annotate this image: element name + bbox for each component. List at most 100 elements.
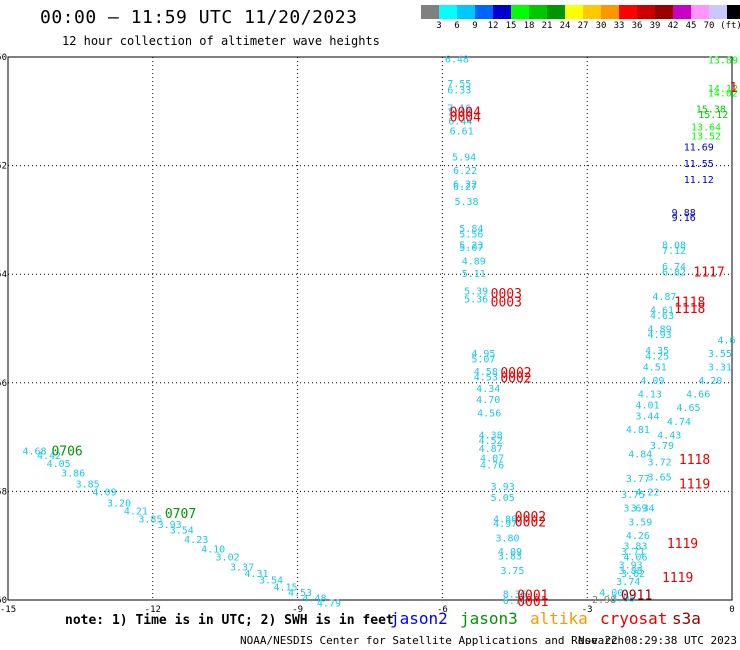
wave-height-value: 4.38 bbox=[479, 430, 503, 441]
colorbar-swatch bbox=[457, 5, 475, 19]
wave-height-value: 6.76 bbox=[503, 596, 527, 607]
colorbar-swatch bbox=[637, 5, 655, 19]
x-tick-label: -6 bbox=[437, 605, 448, 615]
wave-height-value: 4.52 bbox=[479, 436, 503, 447]
wave-height-value: 4.53 bbox=[474, 372, 498, 383]
colorbar-label: 6 bbox=[454, 21, 460, 31]
wave-height-value: 14.12 bbox=[708, 84, 738, 95]
colorbar-label: 70 bbox=[703, 21, 715, 31]
wave-height-value: 4.20 bbox=[698, 376, 722, 387]
colorbar-label: 27 bbox=[577, 21, 589, 31]
wave-height-value: 5.94 bbox=[452, 152, 476, 163]
wave-height-value: 4.31 bbox=[245, 569, 269, 580]
track-time-label: 0004 bbox=[450, 105, 481, 120]
x-tick-label: -3 bbox=[582, 605, 593, 615]
wave-height-value: 4.51 bbox=[643, 363, 667, 374]
colorbar-label: 42 bbox=[667, 21, 679, 31]
wave-height-value: 4.25 bbox=[645, 352, 669, 363]
track-time-label: 1119 bbox=[667, 537, 698, 552]
wave-height-value: 4.76 bbox=[480, 460, 504, 471]
mission-cryosat: cryosat bbox=[600, 609, 668, 628]
colorbar-swatch bbox=[727, 5, 740, 19]
wave-height-value: 5.23 bbox=[459, 240, 483, 251]
colorbar-swatch bbox=[421, 5, 439, 19]
wave-height-value: 3.80 bbox=[495, 534, 519, 545]
wave-height-value: 3.75 bbox=[621, 490, 645, 501]
track-time-label: 0706 bbox=[51, 445, 82, 460]
wave-height-value: 3.85 bbox=[76, 479, 100, 490]
wave-height-value: 6.44 bbox=[448, 117, 472, 128]
track-time-label: 1118 bbox=[674, 302, 705, 317]
wave-height-value: 4.05 bbox=[47, 459, 71, 470]
wave-height-value: 3.93 bbox=[491, 482, 515, 493]
track-time-label: 1118 bbox=[674, 295, 705, 310]
wave-height-value: 7.16 bbox=[447, 103, 471, 114]
colorbar-swatch bbox=[529, 5, 547, 19]
wave-height-value: 7.55 bbox=[447, 79, 471, 90]
track-time-label: 1 bbox=[730, 81, 738, 96]
y-tick-label: -60 bbox=[0, 596, 7, 606]
wave-height-value: 4.84 bbox=[628, 449, 652, 460]
colorbar-swatch bbox=[691, 5, 709, 19]
wave-height-value: 4.22 bbox=[635, 487, 659, 498]
track-time-label: 0911 bbox=[621, 589, 652, 604]
x-tick-label: 0 bbox=[729, 605, 734, 615]
wave-height-value: 3.54 bbox=[170, 525, 194, 536]
wave-height-value: 4.07 bbox=[480, 454, 504, 465]
track-time-label: 0002 bbox=[515, 510, 546, 525]
colorbar-label: 39 bbox=[649, 21, 661, 31]
track-time-label: 0001 bbox=[517, 589, 548, 604]
wave-height-value: 5.07 bbox=[471, 354, 495, 365]
wave-height-value: 5.56 bbox=[459, 229, 483, 240]
wave-height-value: 11.69 bbox=[684, 143, 714, 154]
colorbar-label: 12 bbox=[487, 21, 499, 31]
colorbar-label: 18 bbox=[523, 21, 535, 31]
wave-height-value: 4.89 bbox=[462, 257, 486, 268]
wave-height-value: 4.43 bbox=[657, 430, 681, 441]
wave-height-value: 3.83 bbox=[623, 542, 647, 553]
wave-height-value: 5.84 bbox=[459, 224, 483, 235]
colorbar-label: (ft) bbox=[720, 21, 740, 31]
plot-frame bbox=[7, 56, 733, 601]
wave-height-value: 11.12 bbox=[684, 175, 714, 186]
wave-height-value: 4.01 bbox=[635, 401, 659, 412]
wave-height-value: 6.61 bbox=[450, 126, 474, 137]
wave-height-value: 5.05 bbox=[491, 493, 515, 504]
wave-height-value: 3.93 bbox=[158, 520, 182, 531]
wave-height-value: 6.33 bbox=[447, 86, 471, 97]
wave-height-value: 3.55 bbox=[708, 349, 732, 360]
wave-height-value: 3.59 bbox=[628, 517, 652, 528]
wave-height-value: 4.95 bbox=[471, 349, 495, 360]
wave-height-value: 6.74 bbox=[662, 262, 686, 273]
wave-height-value: 6.82 bbox=[662, 267, 686, 278]
wave-height-value: 3.77 bbox=[626, 474, 650, 485]
mission-jason3: jason3 bbox=[460, 609, 518, 628]
wave-height-value: 4.10 bbox=[201, 544, 225, 555]
wave-height-value: 3.37 bbox=[230, 562, 254, 573]
colorbar-label: 15 bbox=[505, 21, 517, 31]
colorbar-swatch bbox=[475, 5, 493, 19]
wave-height-value: 5.38 bbox=[454, 197, 478, 208]
wave-height-value: 4.79 bbox=[317, 599, 341, 610]
colorbar-labels: 3 6 9 12 15 18 21 24 27 30 33 36 39 42 45 70 (ft) bbox=[421, 21, 740, 33]
track-time-label: 1117 bbox=[693, 265, 724, 280]
wave-height-value: 3.72 bbox=[648, 458, 672, 469]
wave-height-value: 8.08 bbox=[662, 240, 686, 251]
wave-height-value: 13.89 bbox=[708, 56, 738, 67]
wave-height-value: 3.65 bbox=[648, 473, 672, 484]
wave-height-value: 4.70 bbox=[476, 395, 500, 406]
x-tick-label: -15 bbox=[0, 605, 16, 615]
wave-height-value: 4.26 bbox=[626, 531, 650, 542]
wave-height-value: 4.87 bbox=[652, 292, 676, 303]
wave-height-value: 5.11 bbox=[462, 269, 486, 280]
wave-height-value: 3.34 bbox=[631, 504, 655, 515]
wave-height-value: 13.64 bbox=[691, 123, 721, 134]
mission-s3a: s3a bbox=[672, 609, 701, 628]
wave-height-value: 3.71 bbox=[621, 547, 645, 558]
colorbar-swatch bbox=[619, 5, 637, 19]
track-time-label: 0707 bbox=[165, 507, 196, 522]
wave-height-value: 3.31 bbox=[708, 363, 732, 374]
track-time-label: 0002 bbox=[500, 371, 531, 386]
y-tick-label: -52 bbox=[0, 162, 7, 172]
wave-height-value: 4.89 bbox=[648, 325, 672, 336]
